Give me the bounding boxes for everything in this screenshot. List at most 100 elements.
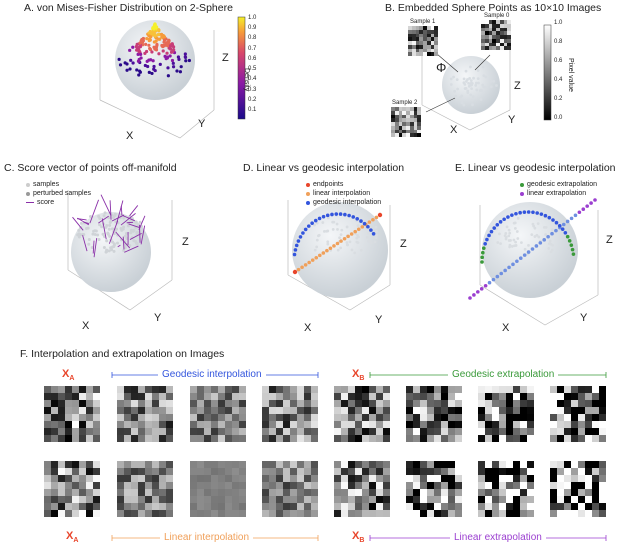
pixel (159, 503, 166, 510)
pixel (138, 489, 145, 496)
pixel (65, 435, 72, 442)
linear-point (569, 216, 574, 221)
pixel (152, 489, 159, 496)
sample-point (122, 225, 126, 229)
pixel (211, 414, 218, 421)
linear-row-image (262, 461, 318, 517)
pixel (239, 421, 246, 428)
linear-point (371, 217, 375, 222)
pixel (283, 482, 290, 489)
score-vector (89, 199, 99, 224)
pixel (72, 461, 79, 468)
pixel (455, 461, 462, 468)
sample-point (107, 227, 111, 231)
pixel (527, 421, 534, 428)
pixel (145, 482, 152, 489)
pixel (51, 468, 58, 475)
pixel (391, 129, 395, 134)
pixel (304, 482, 311, 489)
pixel (297, 428, 304, 435)
pixel (402, 107, 406, 111)
pixel (499, 407, 506, 414)
pixel (417, 110, 421, 115)
pixel (427, 428, 434, 435)
pixel (478, 393, 485, 400)
pixel (557, 468, 564, 475)
pixel (86, 400, 93, 407)
pixel (362, 386, 369, 393)
pixel (578, 393, 585, 400)
pixel (276, 407, 283, 414)
pixel (311, 414, 318, 421)
embedded-sphere-points (449, 65, 498, 107)
pixel (599, 461, 606, 468)
pixel (499, 386, 506, 393)
pixel (402, 114, 406, 119)
pixel (204, 489, 211, 496)
sample-0-label: Sample 0 (484, 13, 510, 19)
pixel (578, 400, 585, 407)
pixel (269, 482, 276, 489)
pixel (578, 435, 585, 442)
pixel (239, 435, 246, 442)
geodesic-point (330, 212, 334, 217)
pixel (571, 503, 578, 510)
sphere-point (489, 80, 493, 83)
pixel (557, 393, 564, 400)
pixel (218, 421, 225, 428)
pixel (362, 468, 369, 475)
pixel (413, 461, 420, 468)
sphere-point (468, 77, 472, 80)
pixel (520, 414, 527, 421)
pixel (262, 510, 269, 517)
pixel (376, 421, 383, 428)
pixel (520, 421, 527, 428)
pixel (478, 461, 485, 468)
pixel (262, 461, 269, 468)
linear-point (307, 260, 311, 265)
sample-point (105, 248, 109, 252)
pixel (419, 29, 423, 34)
pixel (311, 400, 318, 407)
pixel (131, 407, 138, 414)
pixel (599, 496, 606, 503)
pixel (492, 489, 499, 496)
pixel (58, 435, 65, 442)
pixel (311, 503, 318, 510)
pixel (434, 400, 441, 407)
pixel (124, 421, 131, 428)
pixel (376, 503, 383, 510)
pixel (51, 503, 58, 510)
pixel (506, 428, 513, 435)
sample-point (110, 248, 114, 252)
pixel (311, 386, 318, 393)
sample-point (105, 239, 109, 243)
geodesic-point (483, 241, 487, 246)
pixel (492, 393, 499, 400)
pixel (481, 27, 485, 32)
linear-point (526, 250, 531, 254)
pixel (413, 133, 418, 137)
pixel (406, 125, 410, 130)
pixel (413, 489, 420, 496)
pixel (592, 421, 599, 428)
pixel (484, 20, 489, 24)
sample-point (126, 224, 130, 228)
pixel (427, 461, 434, 468)
geodesic-point (492, 226, 497, 230)
pixel (362, 421, 369, 428)
pixel (406, 428, 413, 435)
pixel (455, 482, 462, 489)
pixel (131, 414, 138, 421)
pixel (513, 475, 520, 482)
pixel (218, 468, 225, 475)
pixel (334, 496, 341, 503)
pixel (86, 475, 93, 482)
pixel (93, 503, 100, 510)
pixel (362, 393, 369, 400)
pixel (441, 510, 448, 517)
pixel (557, 435, 564, 442)
pixel (211, 428, 218, 435)
pixel (355, 482, 362, 489)
pixel (415, 44, 420, 49)
